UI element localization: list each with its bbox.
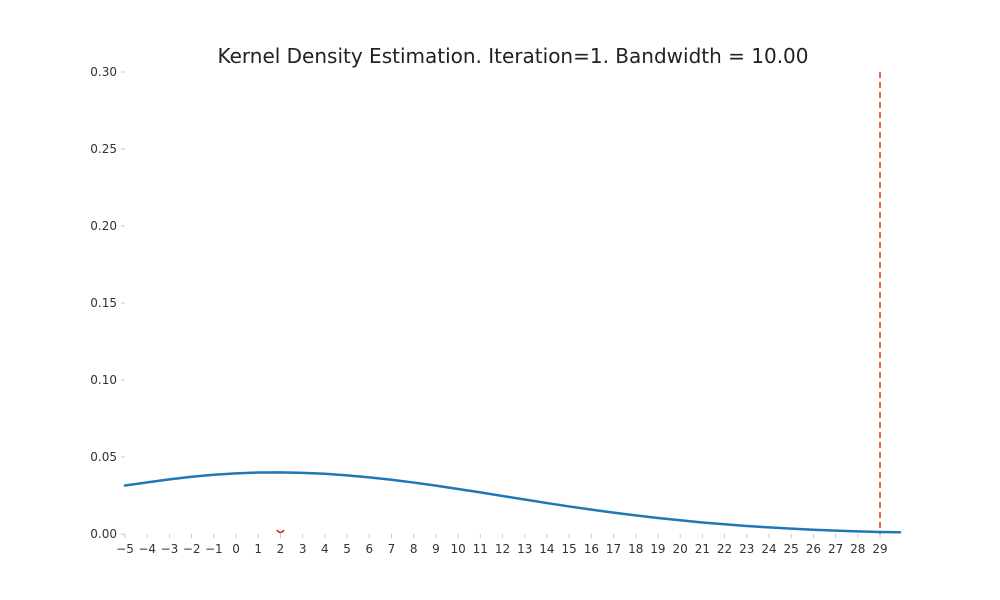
x-tick-label: 26 [806, 542, 821, 556]
marker-layer [276, 529, 285, 534]
x-tick-label: 5 [343, 542, 351, 556]
y-tick-label: 0.00 [90, 527, 117, 541]
x-tick-label: 28 [850, 542, 865, 556]
x-tick-label: 12 [495, 542, 510, 556]
chart-title: Kernel Density Estimation. Iteration=1. … [217, 44, 808, 68]
y-tick-label: 0.30 [90, 65, 117, 79]
y-tick-label: 0.25 [90, 142, 117, 156]
x-tick-label: 18 [628, 542, 643, 556]
x-tick-label: 19 [650, 542, 665, 556]
y-tick-label: 0.20 [90, 219, 117, 233]
x-tick-label: 23 [739, 542, 754, 556]
x-tick-label: 4 [321, 542, 329, 556]
x-tick-label: −1 [205, 542, 223, 556]
density-curve [123, 471, 902, 534]
x-tick-label: 25 [784, 542, 799, 556]
y-tick-label: 0.05 [90, 450, 117, 464]
x-tick-label: 9 [432, 542, 440, 556]
sample-point-marker [276, 529, 285, 534]
x-tick-label: 14 [539, 542, 554, 556]
x-tick-label: 13 [517, 542, 532, 556]
x-tick-label: 8 [410, 542, 418, 556]
x-tick-label: 6 [365, 542, 373, 556]
x-tick-label: 21 [695, 542, 710, 556]
x-tick-label: −3 [161, 542, 179, 556]
x-tick-label: 22 [717, 542, 732, 556]
x-tick-label: 7 [388, 542, 396, 556]
x-tick-label: 10 [450, 542, 465, 556]
x-tick-label: 1 [254, 542, 262, 556]
x-tick-label: 17 [606, 542, 621, 556]
x-tick-label: 24 [761, 542, 776, 556]
series-layer [123, 471, 902, 534]
x-tick-label: −4 [138, 542, 156, 556]
x-tick-label: 11 [473, 542, 488, 556]
y-axis: 0.00 0.05 0.10 0.15 0.20 0.25 0.30 [90, 65, 125, 541]
x-tick-label: −2 [183, 542, 201, 556]
x-tick-label: 3 [299, 542, 307, 556]
x-tick-label: 15 [561, 542, 576, 556]
x-tick-label: 20 [673, 542, 688, 556]
x-axis: −5 −4 −3 −2 −1 0 1 2 3 4 5 6 7 8 9 10 11 12 13 14 15 16 17 18 19… [116, 534, 888, 556]
y-tick-label: 0.15 [90, 296, 117, 310]
x-tick-label: 0 [232, 542, 240, 556]
x-tick-label: 29 [872, 542, 887, 556]
x-tick-label: 2 [277, 542, 285, 556]
x-tick-label: 27 [828, 542, 843, 556]
y-tick-label: 0.10 [90, 373, 117, 387]
x-tick-label: 16 [584, 542, 599, 556]
x-tick-label: −5 [116, 542, 134, 556]
